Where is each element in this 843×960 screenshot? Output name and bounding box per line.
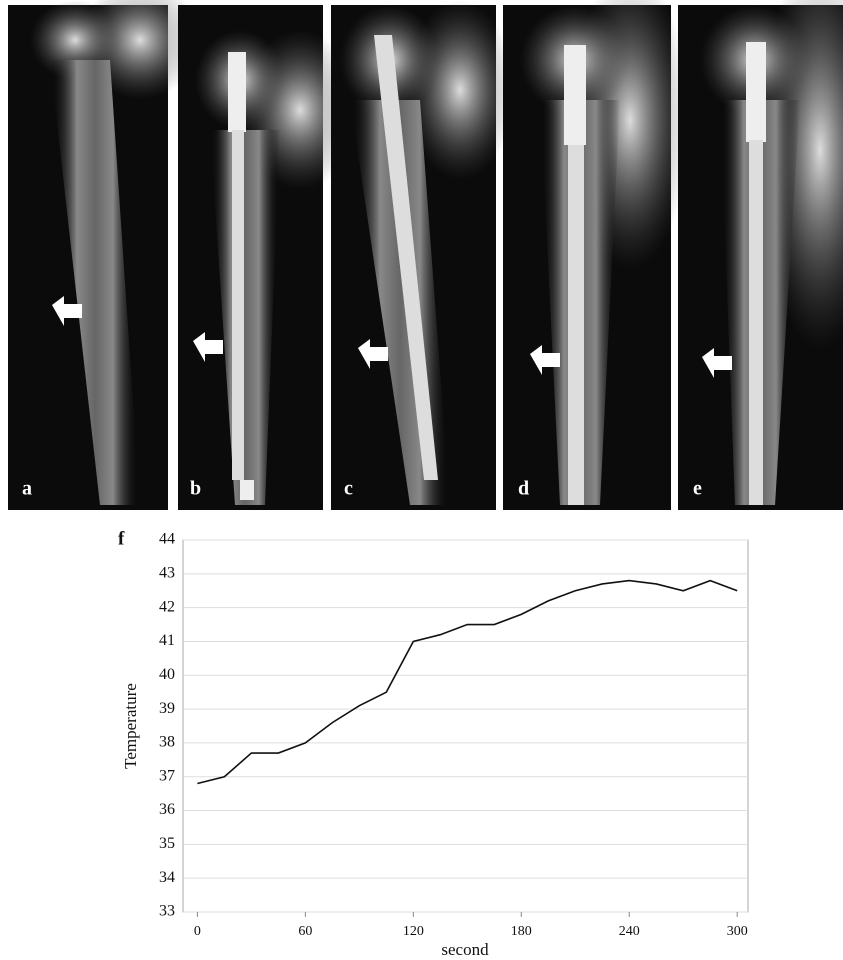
y-tick-label: 39 bbox=[159, 700, 175, 717]
xray-panel bbox=[8, 0, 200, 510]
panel-label: c bbox=[344, 478, 353, 500]
figure: a b c d e f second Temperature 33 34 35 36 3… bbox=[0, 0, 843, 960]
y-axis-label: Temperature bbox=[121, 683, 140, 769]
panel-label: b bbox=[190, 478, 201, 500]
y-tick-label: 40 bbox=[159, 666, 175, 683]
panel-label: d bbox=[518, 478, 529, 500]
x-tick-label: 240 bbox=[619, 924, 640, 939]
y-tick-label: 36 bbox=[159, 801, 175, 818]
y-tick-label: 38 bbox=[159, 734, 175, 751]
panel-label: a bbox=[22, 478, 32, 500]
y-tick-label: 34 bbox=[159, 869, 175, 886]
x-tick-label: 60 bbox=[298, 924, 312, 939]
y-tick-label: 33 bbox=[159, 903, 175, 920]
panel-label: e bbox=[693, 478, 702, 500]
x-tick-label: 120 bbox=[403, 924, 424, 939]
y-tick-label: 43 bbox=[159, 564, 175, 581]
y-tick-label: 37 bbox=[159, 767, 175, 784]
y-tick-label: 42 bbox=[159, 598, 175, 615]
y-tick-label: 35 bbox=[159, 835, 175, 852]
y-tick-label: 44 bbox=[159, 531, 175, 548]
xray-panel bbox=[331, 0, 515, 510]
xray-panel bbox=[503, 0, 690, 510]
plot-area bbox=[183, 540, 748, 912]
xray-panel bbox=[678, 0, 843, 510]
x-tick-label: 300 bbox=[727, 924, 748, 939]
x-tick-label: 180 bbox=[511, 924, 532, 939]
x-axis-label: second bbox=[441, 940, 489, 959]
y-tick-label: 41 bbox=[159, 632, 175, 649]
x-tick-label: 0 bbox=[194, 924, 201, 939]
chart-panel-label: f bbox=[118, 528, 125, 549]
